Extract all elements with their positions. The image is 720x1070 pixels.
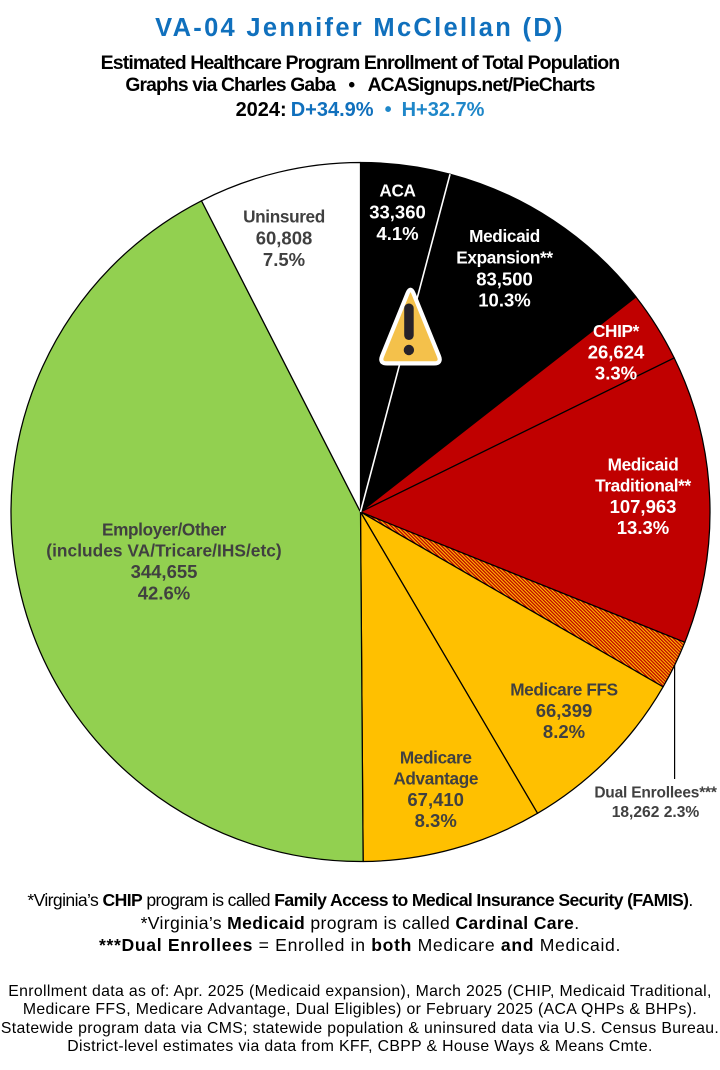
svg-text:8.3%: 8.3% <box>415 810 457 831</box>
svg-text:ACA: ACA <box>379 181 415 201</box>
svg-text:67,410: 67,410 <box>407 789 464 810</box>
svg-text:4.1%: 4.1% <box>376 223 418 244</box>
svg-text:66,399: 66,399 <box>536 700 593 721</box>
svg-text:Employer/Other: Employer/Other <box>102 520 227 540</box>
svg-text:26,624: 26,624 <box>588 342 645 363</box>
svg-text:8.2%: 8.2% <box>543 721 585 742</box>
svg-text:42.6%: 42.6% <box>138 583 190 604</box>
svg-text:Expansion**: Expansion** <box>456 248 553 268</box>
svg-text:60,808: 60,808 <box>256 228 313 249</box>
svg-text:Medicaid: Medicaid <box>608 455 679 475</box>
svg-text:(includes VA/Tricare/IHS/etc): (includes VA/Tricare/IHS/etc) <box>46 541 281 561</box>
svg-text:10.3%: 10.3% <box>478 290 530 311</box>
svg-text:Traditional**: Traditional** <box>595 476 691 496</box>
svg-text:Dual Enrollees***: Dual Enrollees*** <box>594 785 718 802</box>
svg-text:Advantage: Advantage <box>393 769 478 789</box>
svg-text:Uninsured: Uninsured <box>243 207 325 227</box>
svg-text:33,360: 33,360 <box>369 202 426 223</box>
svg-text:7.5%: 7.5% <box>263 249 305 270</box>
svg-text:107,963: 107,963 <box>610 496 677 517</box>
svg-text:Medicaid: Medicaid <box>469 226 540 246</box>
svg-text:83,500: 83,500 <box>476 268 533 289</box>
svg-text:18,262 2.3%: 18,262 2.3% <box>612 804 700 821</box>
svg-text:13.3%: 13.3% <box>617 517 669 538</box>
svg-text:Medicare: Medicare <box>400 748 472 768</box>
svg-text:Medicare FFS: Medicare FFS <box>510 680 618 700</box>
svg-text:344,655: 344,655 <box>131 561 198 582</box>
svg-text:CHIP*: CHIP* <box>593 321 640 341</box>
svg-text:3.3%: 3.3% <box>595 363 637 384</box>
